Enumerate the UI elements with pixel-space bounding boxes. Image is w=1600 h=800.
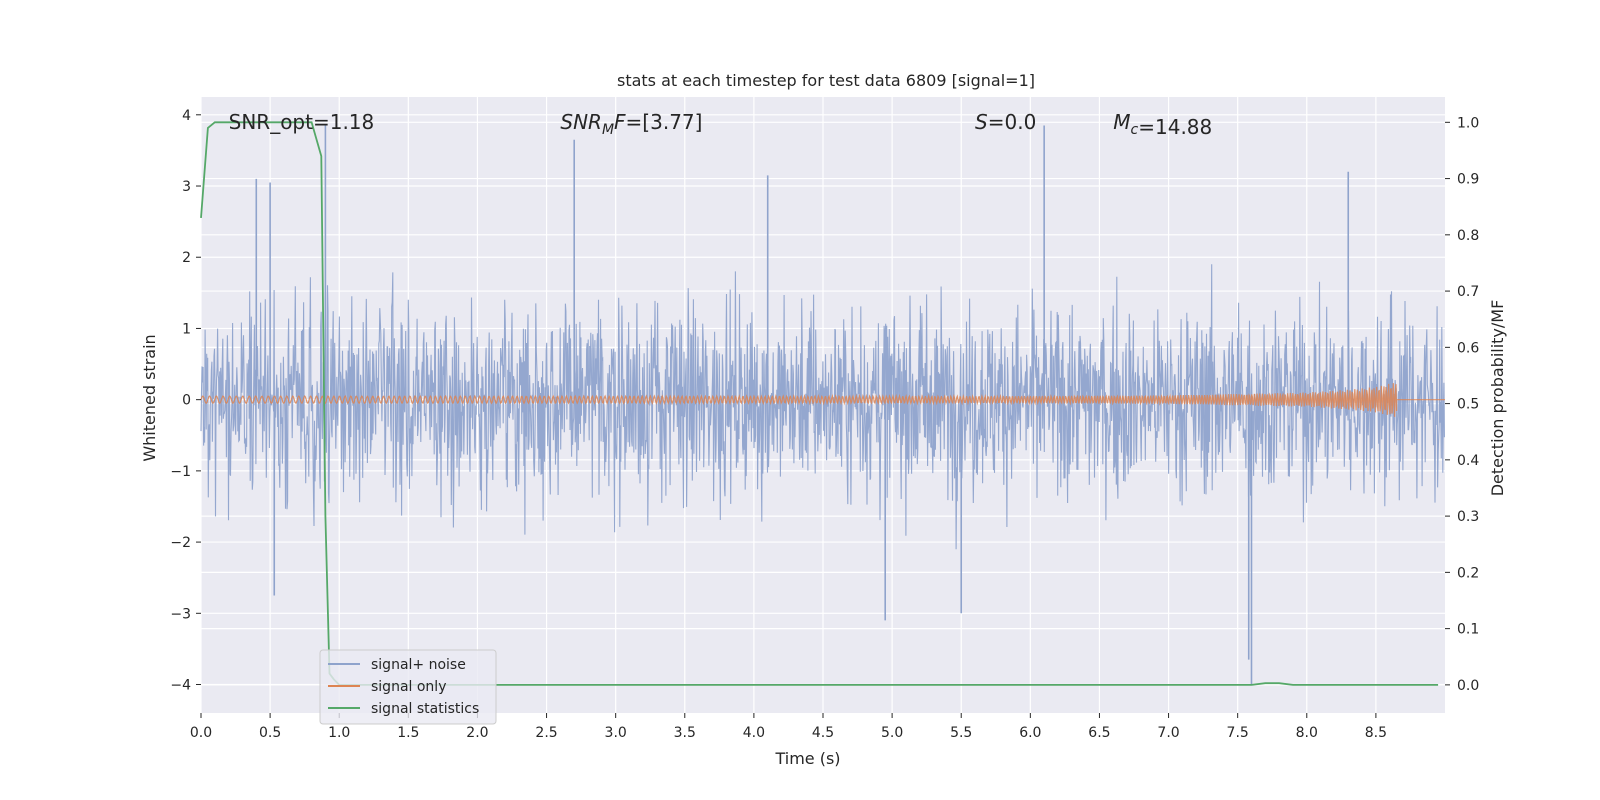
y-tick-label-6: −2 <box>170 535 191 551</box>
x-tick-label-14: 7.0 <box>1157 725 1179 741</box>
y-right-axis-label: Detection probability/MF <box>1488 300 1507 497</box>
series-signal-only <box>200 383 1445 417</box>
y-axis-ticks: 4 3 2 1 0 −1 −2 −3 −4 <box>170 108 201 694</box>
x-axis-label: Time (s) <box>774 749 840 768</box>
y-tick-label-1: 3 <box>182 179 191 195</box>
x-tick-label-15: 7.5 <box>1227 725 1249 741</box>
chart-title: stats at each timestep for test data 680… <box>617 71 1035 90</box>
series-signal-noise <box>200 125 1445 685</box>
y-right-tick-label-5: 0.5 <box>1457 397 1479 413</box>
y-axis-label: Whitened strain <box>140 334 159 461</box>
x-tick-label-10: 5.0 <box>881 725 903 741</box>
y-right-tick-label-10: 0.0 <box>1457 678 1479 694</box>
annotation-3: Mc=14.88 <box>1113 110 1212 139</box>
annotation-2-value: =0.0 <box>988 110 1037 134</box>
x-tick-label-5: 2.5 <box>535 725 557 741</box>
annotation-3-base: M <box>1113 110 1130 134</box>
y-tick-label-2: 2 <box>182 250 191 266</box>
y-tick-label-0: 4 <box>182 108 191 124</box>
x-tick-label-7: 3.5 <box>674 725 696 741</box>
annotations: SNR_opt=1.18 SNRMF=[3.77] S=0.0 Mc=14.88 <box>229 110 1213 139</box>
annotation-2-base: S <box>975 110 988 134</box>
x-tick-label-11: 5.5 <box>950 725 972 741</box>
x-tick-label-17: 8.5 <box>1365 725 1387 741</box>
x-tick-label-6: 3.0 <box>605 725 627 741</box>
x-tick-label-1: 0.5 <box>259 725 281 741</box>
annotation-2: S=0.0 <box>975 110 1036 134</box>
annotation-3-value: =14.88 <box>1138 115 1212 139</box>
y-right-tick-label-2: 0.8 <box>1457 228 1479 244</box>
y-right-tick-label-3: 0.7 <box>1457 284 1479 300</box>
y-tick-label-8: −4 <box>170 678 191 694</box>
y-tick-label-3: 1 <box>182 321 191 337</box>
x-tick-label-2: 1.0 <box>328 725 350 741</box>
y-tick-label-4: 0 <box>182 393 191 409</box>
x-tick-label-3: 1.5 <box>397 725 419 741</box>
y-right-tick-label-8: 0.2 <box>1457 565 1479 581</box>
legend-label-signal-only: signal only <box>371 679 446 695</box>
legend-label-signal-statistics: signal statistics <box>371 701 479 717</box>
x-tick-label-12: 6.0 <box>1019 725 1041 741</box>
annotation-1-value: =[3.77] <box>626 110 703 134</box>
legend-box <box>319 649 497 725</box>
annotation-0: SNR_opt=1.18 <box>229 110 375 134</box>
y-right-tick-label-1: 0.9 <box>1457 172 1479 188</box>
x-tick-label-16: 8.0 <box>1296 725 1318 741</box>
x-axis-ticks: 0.0 0.5 1.0 1.5 2.0 2.5 3.0 3.5 4.0 4.5 5.0 5.5 6.0 6… <box>190 713 1387 741</box>
annotation-1-sub: M <box>602 122 614 138</box>
x-tick-label-9: 4.5 <box>812 725 834 741</box>
annotation-1-base: SNR <box>560 110 602 134</box>
y-tick-label-5: −1 <box>170 464 191 480</box>
annotation-1: SNRMF=[3.77] <box>560 110 702 138</box>
y-right-tick-label-6: 0.4 <box>1457 453 1479 469</box>
y-right-tick-label-7: 0.3 <box>1457 509 1479 525</box>
y-tick-label-7: −3 <box>170 606 191 622</box>
legend-label-signal-noise: signal+ noise <box>371 657 466 673</box>
legend: signal+ noise signal only signal statist… <box>319 649 497 725</box>
signal-noise-line <box>200 264 1445 550</box>
x-tick-label-13: 6.5 <box>1088 725 1110 741</box>
x-tick-label-0: 0.0 <box>190 725 212 741</box>
x-tick-label-4: 2.0 <box>466 725 488 741</box>
y-right-axis-ticks: 1.0 0.9 0.8 0.7 0.6 0.5 0.4 0.3 0.2 0.1 0.0 <box>1445 115 1479 694</box>
x-tick-label-8: 4.0 <box>743 725 765 741</box>
y-right-tick-label-0: 1.0 <box>1457 115 1479 131</box>
annotation-3-sub: c <box>1131 122 1139 138</box>
signal-only-line <box>200 383 1445 417</box>
annotation-1-rest: F <box>614 110 626 134</box>
y-right-tick-label-9: 0.1 <box>1457 622 1479 638</box>
y-right-tick-label-4: 0.6 <box>1457 340 1479 356</box>
